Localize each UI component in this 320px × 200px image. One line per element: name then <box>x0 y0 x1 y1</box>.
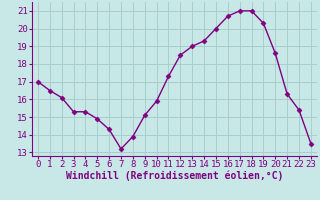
X-axis label: Windchill (Refroidissement éolien,°C): Windchill (Refroidissement éolien,°C) <box>66 171 283 181</box>
